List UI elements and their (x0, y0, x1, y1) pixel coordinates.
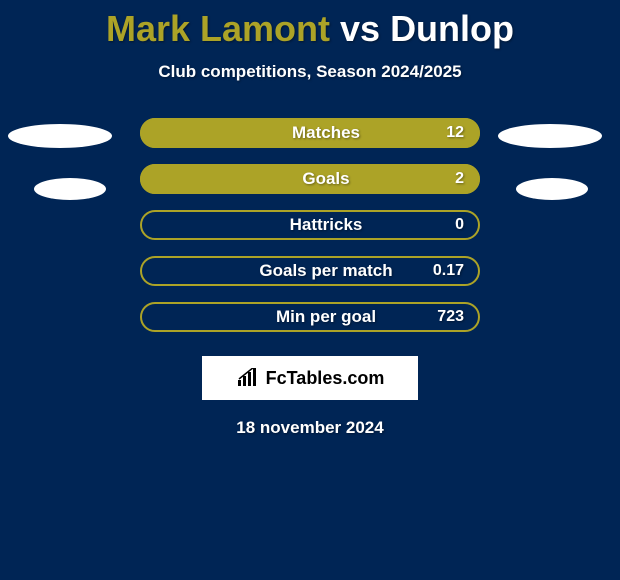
date-line: 18 november 2024 (0, 418, 620, 438)
decorative-ellipse (498, 124, 602, 148)
stat-label: Goals per match (156, 261, 496, 281)
bar-content: Goals2 (140, 164, 480, 194)
stat-label: Hattricks (156, 215, 496, 235)
logo-text: FcTables.com (266, 368, 385, 389)
source-logo: FcTables.com (202, 356, 418, 400)
stat-bar: Goals per match0.17 (140, 256, 480, 286)
bar-content: Min per goal723 (140, 302, 480, 332)
chart-icon (236, 368, 260, 388)
player-left-name: Mark Lamont (106, 8, 330, 49)
bar-content: Goals per match0.17 (140, 256, 480, 286)
stat-label: Min per goal (156, 307, 496, 327)
stat-row: Hattricks0 (0, 210, 620, 240)
decorative-ellipse (34, 178, 106, 200)
subtitle: Club competitions, Season 2024/2025 (0, 62, 620, 82)
stat-bar: Min per goal723 (140, 302, 480, 332)
bar-content: Matches12 (140, 118, 480, 148)
stat-bar: Matches12 (140, 118, 480, 148)
bar-content: Hattricks0 (140, 210, 480, 240)
decorative-ellipse (516, 178, 588, 200)
stat-bar: Goals2 (140, 164, 480, 194)
stat-label: Matches (156, 123, 496, 143)
decorative-ellipse (8, 124, 112, 148)
player-right-name: Dunlop (390, 8, 514, 49)
title-vs: vs (330, 8, 390, 49)
stat-bar: Hattricks0 (140, 210, 480, 240)
stat-label: Goals (156, 169, 496, 189)
stat-row: Min per goal723 (0, 302, 620, 332)
comparison-infographic: Mark Lamont vs Dunlop Club competitions,… (0, 0, 620, 580)
stat-row: Goals per match0.17 (0, 256, 620, 286)
stats-area: Matches12 Goals2 Hattricks0 Goals per match… (0, 118, 620, 332)
page-title: Mark Lamont vs Dunlop (0, 0, 620, 50)
